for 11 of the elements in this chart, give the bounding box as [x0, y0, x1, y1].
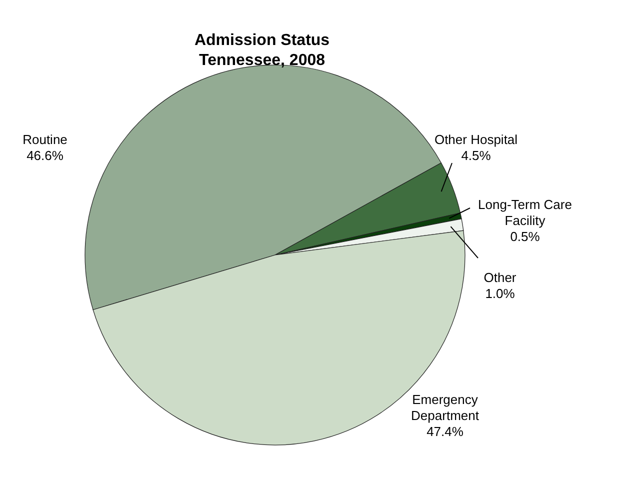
data-label: 46.6%	[26, 148, 64, 163]
chart-title: Admission Status Tennessee, 2008	[194, 32, 330, 69]
slice-label: Long-Term Care Facility	[478, 197, 572, 228]
data-label: 1.0%	[485, 286, 516, 301]
slice-label: Routine	[22, 132, 68, 147]
data-label: 47.4%	[426, 424, 464, 439]
data-label: 0.5%	[510, 229, 540, 244]
data-label: 4.5%	[461, 148, 492, 163]
slice-label: Other	[484, 270, 517, 285]
slice-label: Other Hospital	[434, 132, 518, 147]
slice-label: Emergency Department	[411, 392, 480, 423]
